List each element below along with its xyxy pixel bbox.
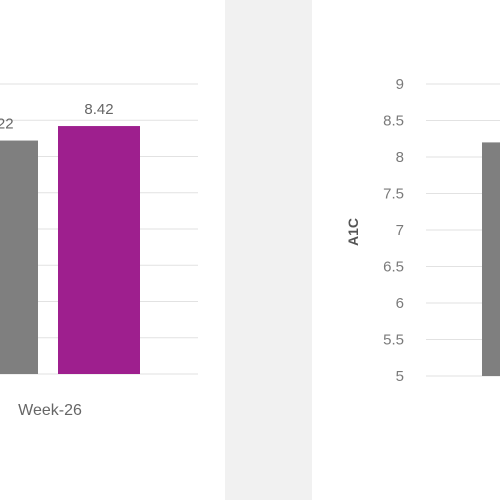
left-data-labels: 8.22 8.42 <box>0 101 114 133</box>
right-y-tick-labels: 9 8.5 8 7.5 7 6.5 6 5.5 5 <box>383 76 404 385</box>
y-axis-title: A1C <box>345 218 361 246</box>
right-chart-panel: 9 8.5 8 7.5 7 6.5 6 5.5 5 A1C <box>312 0 500 500</box>
y-tick-label: 9 <box>396 76 404 93</box>
y-tick-label: 6 <box>396 295 404 312</box>
data-label-series-1: 8.22 <box>0 116 14 133</box>
data-label-series-2: 8.42 <box>84 101 113 118</box>
y-tick-label: 8 <box>396 149 404 166</box>
bar-series-2 <box>58 126 140 374</box>
y-tick-label: 7.5 <box>383 186 404 203</box>
right-bar-chart: 9 8.5 8 7.5 7 6.5 6 5.5 5 A1C <box>345 76 500 385</box>
right-bars <box>482 142 500 376</box>
y-tick-label: 8.5 <box>383 113 404 130</box>
left-bar-chart: 8.22 8.42 Week-26 <box>0 83 198 419</box>
y-tick-label: 5 <box>396 368 404 385</box>
left-bars <box>0 126 140 374</box>
y-tick-label: 6.5 <box>383 259 404 276</box>
right-bar-series-1 <box>482 142 500 376</box>
y-tick-label: 5.5 <box>383 332 404 349</box>
left-chart-panel: 8.22 8.42 Week-26 <box>0 0 225 500</box>
bar-series-1 <box>0 140 38 374</box>
category-label-week-26: Week-26 <box>18 402 82 419</box>
y-tick-label: 7 <box>396 222 404 239</box>
